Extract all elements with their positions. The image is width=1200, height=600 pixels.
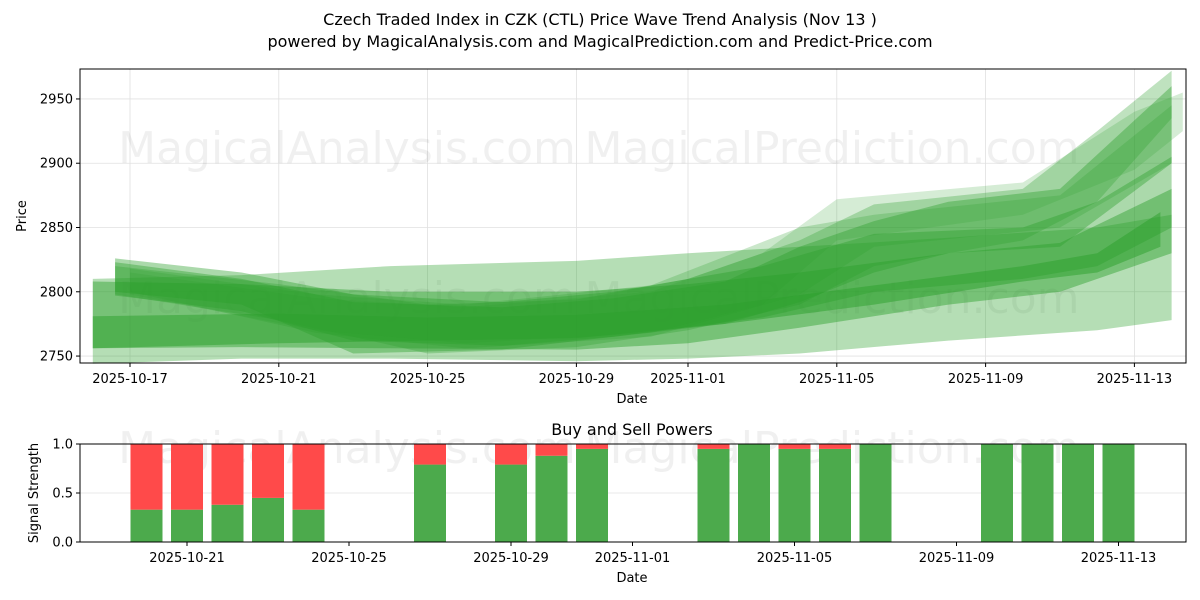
sell-bar bbox=[819, 444, 851, 449]
y-tick-label: 2950 bbox=[40, 92, 73, 107]
signal-x-axis-label: Date bbox=[616, 571, 647, 586]
signal-bars bbox=[130, 444, 1135, 542]
buy-bar bbox=[778, 448, 811, 542]
price-wave-bands bbox=[92, 70, 1183, 364]
buy-bar bbox=[738, 444, 770, 542]
wave-band bbox=[92, 212, 1161, 349]
sell-bar bbox=[171, 444, 203, 510]
sell-bar bbox=[414, 444, 446, 465]
price-y-axis-label: Price bbox=[15, 200, 30, 232]
y-tick-label: 1.0 bbox=[52, 438, 73, 453]
buy-bar bbox=[819, 448, 851, 542]
y-tick-label: 0.5 bbox=[52, 487, 73, 502]
buy-bar bbox=[252, 497, 284, 542]
sell-bar bbox=[495, 444, 527, 465]
watermark: MagicalPrediction.com bbox=[585, 123, 1080, 174]
x-tick-label: 2025-11-13 bbox=[1097, 372, 1173, 387]
y-tick-label: 2850 bbox=[40, 221, 73, 236]
buy-bar bbox=[1102, 444, 1135, 542]
x-tick-label: 2025-10-29 bbox=[539, 372, 615, 387]
wave-band bbox=[130, 92, 1183, 344]
x-tick-label: 2025-11-09 bbox=[948, 372, 1024, 387]
buy-bar bbox=[1021, 444, 1054, 542]
chart-title: Czech Traded Index in CZK (CTL) Price Wa… bbox=[323, 10, 877, 29]
signal-y-axis-label: Signal Strength bbox=[27, 443, 42, 543]
sell-bar bbox=[130, 444, 163, 510]
buy-bar bbox=[495, 464, 527, 542]
y-tick-label: 2750 bbox=[40, 350, 73, 365]
y-tick-label: 0.0 bbox=[52, 536, 73, 551]
x-tick-label: 2025-11-05 bbox=[799, 372, 875, 387]
sell-bar bbox=[211, 444, 244, 505]
x-tick-label: 2025-11-01 bbox=[595, 551, 671, 566]
sell-bar bbox=[697, 444, 730, 449]
y-tick-label: 2800 bbox=[40, 285, 73, 300]
signal-x-axis: 2025-10-21 2025-10-25 2025-10-29 2025-11-01… bbox=[149, 542, 1156, 566]
buy-bar bbox=[292, 509, 325, 542]
watermark: MagicalAnalysis.com bbox=[118, 123, 576, 174]
price-x-axis-label: Date bbox=[616, 392, 647, 407]
buy-bar bbox=[211, 504, 244, 542]
x-tick-label: 2025-10-25 bbox=[390, 372, 466, 387]
wave-band bbox=[115, 86, 1172, 354]
x-tick-label: 2025-10-29 bbox=[473, 551, 549, 566]
buy-bar bbox=[130, 509, 163, 542]
buy-bar bbox=[171, 509, 203, 542]
wave-band bbox=[130, 105, 1172, 349]
sell-bar bbox=[576, 444, 608, 449]
x-tick-label: 2025-11-05 bbox=[757, 551, 833, 566]
x-tick-label: 2025-10-21 bbox=[241, 372, 317, 387]
x-tick-label: 2025-10-21 bbox=[149, 551, 225, 566]
x-tick-label: 2025-11-13 bbox=[1081, 551, 1157, 566]
buy-bar bbox=[697, 448, 730, 542]
sell-bar bbox=[292, 444, 325, 510]
sell-bar bbox=[778, 444, 811, 449]
wave-band bbox=[115, 70, 1172, 354]
wave-band bbox=[115, 156, 1172, 346]
sell-bar bbox=[252, 444, 284, 498]
buy-bar bbox=[981, 444, 1013, 542]
x-tick-label: 2025-11-09 bbox=[919, 551, 995, 566]
buy-bar bbox=[859, 444, 892, 542]
signal-y-axis: 0.0 0.5 1.0 bbox=[52, 438, 80, 551]
buy-bar bbox=[576, 448, 608, 542]
buy-bar bbox=[414, 464, 446, 542]
price-x-axis: 2025-10-17 2025-10-21 2025-10-25 2025-10-29… bbox=[92, 363, 1172, 387]
price-y-axis: 2750 2800 2850 2900 2950 bbox=[40, 92, 80, 365]
chart-subtitle: powered by MagicalAnalysis.com and Magic… bbox=[267, 32, 933, 51]
price-axes-frame bbox=[79, 68, 1187, 364]
sell-bar bbox=[535, 444, 568, 456]
x-tick-label: 2025-10-25 bbox=[311, 551, 387, 566]
wave-band bbox=[92, 188, 1172, 350]
x-tick-label: 2025-10-17 bbox=[92, 372, 168, 387]
buy-bar bbox=[535, 455, 568, 542]
x-tick-label: 2025-11-01 bbox=[650, 372, 726, 387]
buy-bar bbox=[1062, 444, 1094, 542]
y-tick-label: 2900 bbox=[40, 157, 73, 172]
signal-chart-title: Buy and Sell Powers bbox=[551, 420, 713, 439]
